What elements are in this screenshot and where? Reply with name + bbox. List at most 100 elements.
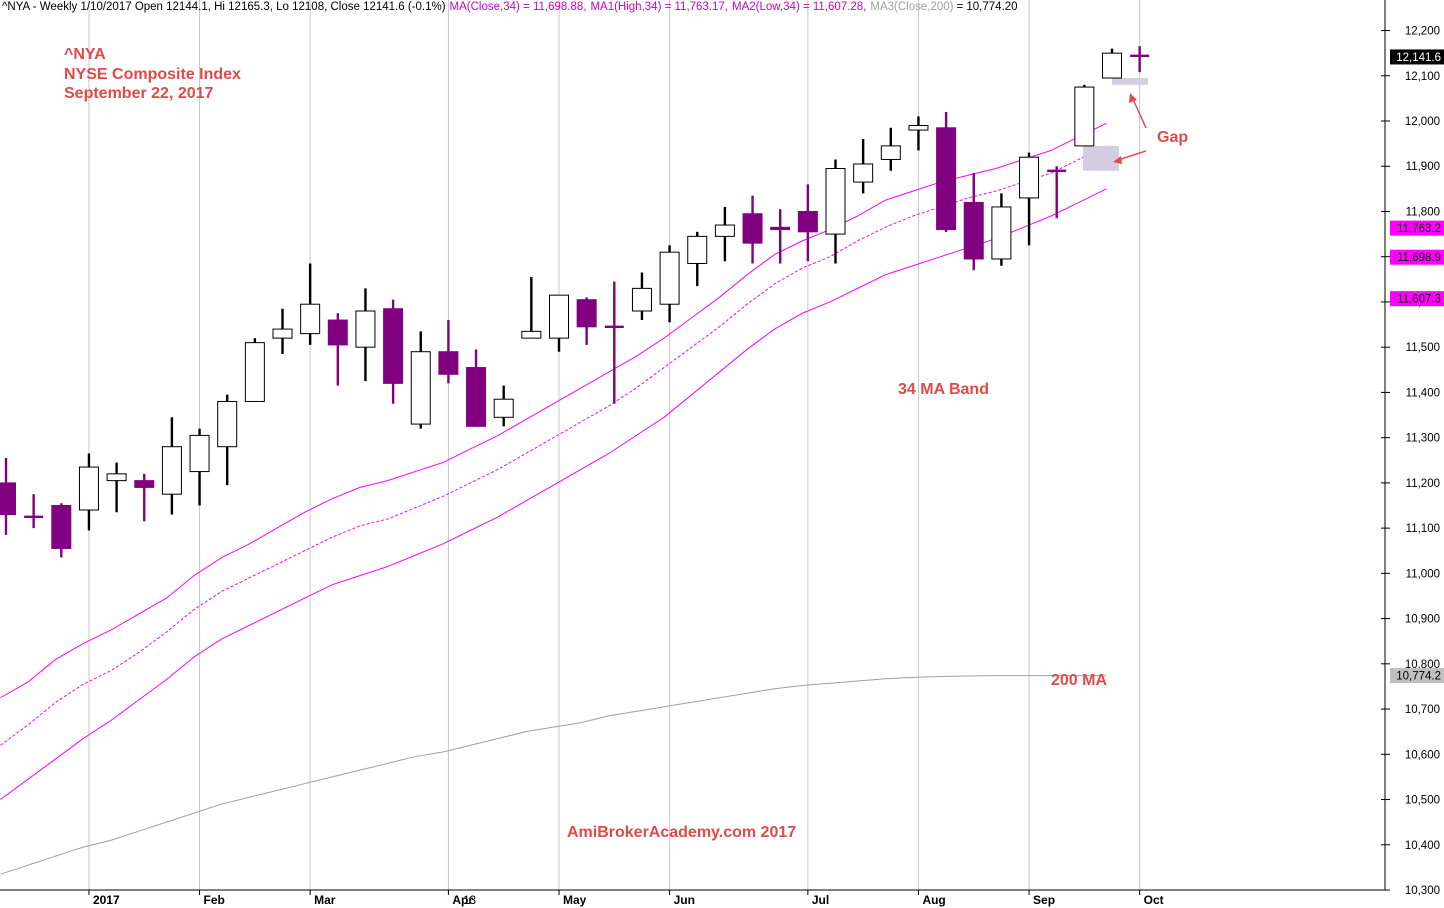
y-tick-label: 10,300 xyxy=(1405,885,1440,897)
candle-body xyxy=(825,168,846,235)
header-ma3-value: = 10,774.20 xyxy=(956,1,1018,13)
header-ma: MA(Close,34) = 11,698.88, xyxy=(449,1,587,13)
x-tick-label: Mar xyxy=(314,893,336,907)
last-value-box xyxy=(1390,667,1444,683)
last-value-label: 11,763.2 xyxy=(1397,223,1441,235)
x-tick-label: Aug xyxy=(922,893,945,907)
header-symbol-info: ^NYA - Weekly 1/10/2017 Open 12144.1, Hi… xyxy=(2,1,446,13)
last-value-label: 10,774.2 xyxy=(1396,670,1441,682)
candle-body xyxy=(631,287,652,312)
last-value-label: 12,141.6 xyxy=(1396,52,1441,64)
y-tick-label: 11,000 xyxy=(1406,568,1440,580)
gap-arrow-upper xyxy=(1131,96,1147,129)
ma-line xyxy=(0,675,1107,875)
candle-body xyxy=(51,505,72,549)
ticker-label: ^NYA xyxy=(64,46,106,63)
x-tick-label: 13 xyxy=(463,895,476,907)
x-tick-label: Sep xyxy=(1033,893,1055,907)
candle-body xyxy=(355,310,376,348)
candle-body xyxy=(963,201,984,260)
last-value-box xyxy=(1390,220,1444,236)
candle-body xyxy=(438,351,459,375)
grid-lines xyxy=(88,0,1141,890)
candle-body xyxy=(687,235,708,264)
y-tick-label: 11,200 xyxy=(1406,478,1440,490)
candle-body xyxy=(1102,52,1122,79)
candle-body xyxy=(908,125,929,131)
x-tick-label: Oct xyxy=(1144,893,1164,907)
candle-body xyxy=(714,224,735,237)
last-value-box xyxy=(1390,49,1444,65)
ma-line xyxy=(0,122,1107,699)
candle-body xyxy=(244,342,265,402)
gap-zones xyxy=(1082,78,1148,171)
candle-body xyxy=(742,213,763,244)
y-tick-label: 12,100 xyxy=(1405,71,1440,83)
candle-body xyxy=(466,367,487,427)
index-name-label: NYSE Composite Index xyxy=(64,66,241,83)
candle-body xyxy=(0,482,16,516)
y-tick-label: 11,100 xyxy=(1406,523,1440,535)
candle-body xyxy=(770,226,791,231)
x-tick-label: Apr xyxy=(452,893,473,907)
x-tick-label: Jul xyxy=(812,893,829,907)
header-ma2: MA2(Low,34) = 11,607.28, xyxy=(732,1,867,13)
y-tick-label: 11,400 xyxy=(1406,387,1440,399)
chart-header: ^NYA - Weekly 1/10/2017 Open 12144.1, Hi… xyxy=(2,1,1022,13)
y-tick-label: 12,000 xyxy=(1405,116,1440,128)
ma200-label: 200 MA xyxy=(1051,672,1108,689)
candle-body xyxy=(991,206,1012,260)
candle-body xyxy=(300,303,321,335)
candle-body xyxy=(189,434,210,473)
candle-body xyxy=(576,299,597,328)
y-tick-label: 10,900 xyxy=(1405,614,1440,626)
ma-band-label: 34 MA Band xyxy=(898,381,989,398)
moving-average-lines xyxy=(0,122,1107,875)
candle-body xyxy=(383,308,404,384)
gap-zone xyxy=(1112,78,1148,85)
candle-body xyxy=(1019,156,1040,199)
y-tick-label: 10,400 xyxy=(1405,840,1440,852)
gap-arrow-lower-head xyxy=(1113,156,1122,164)
candle-body xyxy=(521,330,542,339)
y-tick-label: 10,500 xyxy=(1405,795,1440,807)
candle-body xyxy=(272,328,293,339)
candle-body xyxy=(410,351,431,425)
candle-body xyxy=(493,398,514,418)
last-value-label: 11,607.3 xyxy=(1397,294,1441,306)
y-tick-label: 12,200 xyxy=(1405,26,1440,38)
gap-label: Gap xyxy=(1157,129,1189,146)
candle-body xyxy=(936,127,957,231)
watermark: AmiBrokerAcademy.com 2017 xyxy=(567,824,797,841)
candle-body xyxy=(217,400,238,448)
x-tick-label: 2017 xyxy=(93,893,120,907)
y-tick-label: 11,900 xyxy=(1406,161,1440,173)
candle-body xyxy=(161,446,182,495)
candle-body xyxy=(797,210,818,233)
date-label: September 22, 2017 xyxy=(64,85,214,102)
gap-arrow-upper-head xyxy=(1129,93,1137,103)
header-ma1: MA1(High,34) = 11,763.17, xyxy=(590,1,729,13)
ma-line xyxy=(0,188,1107,800)
candle-body xyxy=(1074,86,1095,147)
x-tick-label: Feb xyxy=(204,893,225,907)
x-tick-label: May xyxy=(563,893,587,907)
ma-line xyxy=(0,145,1107,746)
x-tick-label: Jun xyxy=(674,893,695,907)
y-tick-label: 10,800 xyxy=(1405,659,1440,671)
last-value-box xyxy=(1390,249,1444,265)
y-tick-label: 11,800 xyxy=(1406,206,1440,218)
gap-arrow-lower xyxy=(1117,150,1147,161)
candle-body xyxy=(327,319,348,346)
y-tick-label: 11,500 xyxy=(1406,342,1440,354)
candle-body xyxy=(78,466,99,511)
last-value-box xyxy=(1390,291,1444,307)
candle-body xyxy=(106,473,127,482)
y-tick-label: 11,300 xyxy=(1406,433,1440,445)
candles xyxy=(0,46,1150,558)
candle-body xyxy=(659,251,680,305)
gap-arrows xyxy=(1113,93,1147,164)
gap-zone xyxy=(1082,145,1119,171)
candle-body xyxy=(853,163,874,183)
